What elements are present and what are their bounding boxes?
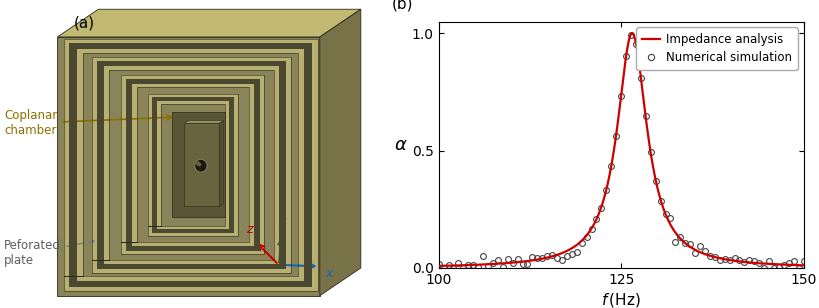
Numerical simulation xyxy=(768,266,778,270)
Text: Coplanar
chamber: Coplanar chamber xyxy=(4,109,171,137)
Impedance analysis xyxy=(610,133,620,137)
Line: Numerical simulation: Numerical simulation xyxy=(435,32,806,271)
Text: $z$: $z$ xyxy=(246,224,255,237)
Numerical simulation xyxy=(468,263,477,267)
Polygon shape xyxy=(184,123,219,206)
Text: $x$: $x$ xyxy=(324,267,334,280)
Text: (a): (a) xyxy=(74,15,95,30)
Impedance analysis xyxy=(787,263,797,267)
Impedance analysis xyxy=(601,187,611,191)
Impedance analysis xyxy=(452,264,462,267)
X-axis label: $f\,$(Hz): $f\,$(Hz) xyxy=(600,291,640,308)
Numerical simulation xyxy=(798,259,808,263)
Polygon shape xyxy=(92,57,291,273)
Polygon shape xyxy=(184,121,223,123)
Text: (b): (b) xyxy=(391,0,412,12)
Numerical simulation xyxy=(448,266,458,270)
Numerical simulation xyxy=(719,257,729,261)
Polygon shape xyxy=(57,9,360,37)
Impedance analysis xyxy=(798,263,808,267)
Numerical simulation xyxy=(729,256,739,260)
Impedance analysis xyxy=(433,264,443,268)
Impedance analysis xyxy=(627,31,636,35)
Polygon shape xyxy=(147,94,238,236)
Ellipse shape xyxy=(196,161,201,166)
Text: Peforated
plate: Peforated plate xyxy=(4,239,94,266)
Numerical simulation xyxy=(734,258,744,262)
Polygon shape xyxy=(152,97,233,233)
Y-axis label: $\alpha$: $\alpha$ xyxy=(393,136,407,154)
Polygon shape xyxy=(125,79,260,251)
Polygon shape xyxy=(97,61,286,269)
Polygon shape xyxy=(64,38,318,291)
Polygon shape xyxy=(121,75,265,254)
Text: $y$: $y$ xyxy=(278,216,287,230)
Legend: Impedance analysis, Numerical simulation: Impedance analysis, Numerical simulation xyxy=(636,27,797,70)
Ellipse shape xyxy=(195,159,206,172)
Polygon shape xyxy=(70,43,311,287)
Polygon shape xyxy=(319,9,360,296)
Polygon shape xyxy=(57,37,319,296)
Polygon shape xyxy=(219,121,223,206)
Numerical simulation xyxy=(744,258,753,262)
Line: Impedance analysis: Impedance analysis xyxy=(438,33,803,266)
Impedance analysis xyxy=(721,257,731,261)
Numerical simulation xyxy=(626,33,636,37)
Numerical simulation xyxy=(433,263,443,266)
Polygon shape xyxy=(172,112,224,217)
Impedance analysis xyxy=(787,263,797,267)
